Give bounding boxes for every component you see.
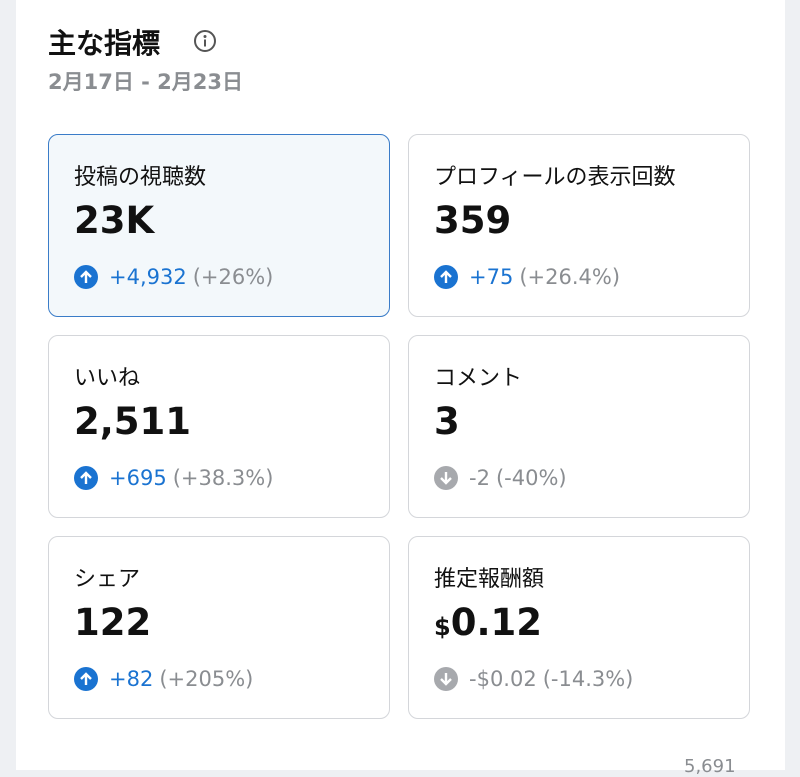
metric-change: +695 (+38.3%) (74, 466, 273, 490)
metric-value: $0.12 (434, 601, 542, 644)
metric-label: いいね (74, 366, 141, 391)
metric-card[interactable]: コメント 3 -2 (-40%) (408, 335, 750, 518)
footer-text: 5,691 (684, 756, 736, 777)
change-value: -$0.02 (469, 667, 537, 691)
metric-change: -$0.02 (-14.3%) (434, 667, 633, 691)
up-icon (74, 667, 98, 691)
change-value: -2 (469, 466, 490, 490)
change-percent: (+26.4%) (519, 265, 621, 289)
value: 3 (434, 400, 460, 443)
up-icon (74, 265, 98, 289)
down-icon (434, 466, 458, 490)
change-value: +695 (109, 466, 167, 490)
metric-change: +75 (+26.4%) (434, 265, 620, 289)
metric-card[interactable]: 投稿の視聴数 23K +4,932 (+26%) (48, 134, 390, 317)
metric-label: 推定報酬額 (434, 567, 545, 592)
title: 主な指標 (48, 27, 161, 60)
metric-card[interactable]: 推定報酬額 $0.12 -$0.02 (-14.3%) (408, 536, 750, 719)
change-percent: (-40%) (495, 466, 567, 490)
metric-value: 2,511 (74, 400, 191, 443)
value: 2,511 (74, 400, 192, 443)
metric-value: 122 (74, 601, 151, 644)
metric-value: 3 (434, 400, 460, 443)
metric-label: シェア (74, 567, 141, 592)
change-value: +4,932 (109, 265, 187, 289)
up-icon (434, 265, 458, 289)
down-icon (434, 667, 458, 691)
value: 0.12 (450, 601, 542, 644)
metric-change: +82 (+205%) (74, 667, 253, 691)
change-percent: (+38.3%) (172, 466, 274, 490)
change-value: +75 (469, 265, 514, 289)
metric-change: +4,932 (+26%) (74, 265, 273, 289)
up-icon (74, 466, 98, 490)
metric-label: コメント (434, 366, 523, 391)
value: 122 (74, 601, 152, 644)
change-percent: (-14.3%) (542, 667, 634, 691)
metric-change: -2 (-40%) (434, 466, 567, 490)
value: 23K (74, 199, 155, 242)
change-percent: (+205%) (159, 667, 254, 691)
change-percent: (+26%) (192, 265, 274, 289)
metric-card[interactable]: シェア 122 +82 (+205%) (48, 536, 390, 719)
date-range: 2月17日 - 2月23日 (48, 70, 244, 94)
metric-label: 投稿の視聴数 (74, 165, 207, 190)
change-value: +82 (109, 667, 154, 691)
currency: $ (434, 613, 451, 641)
info-icon[interactable] (193, 29, 217, 53)
metric-card[interactable]: プロフィールの表示回数 359 +75 (+26.4%) (408, 134, 750, 317)
metric-value: 359 (434, 199, 511, 242)
value: 359 (434, 199, 512, 242)
metric-card[interactable]: いいね 2,511 +695 (+38.3%) (48, 335, 390, 518)
metric-value: 23K (74, 199, 154, 242)
metric-label: プロフィールの表示回数 (434, 165, 676, 190)
